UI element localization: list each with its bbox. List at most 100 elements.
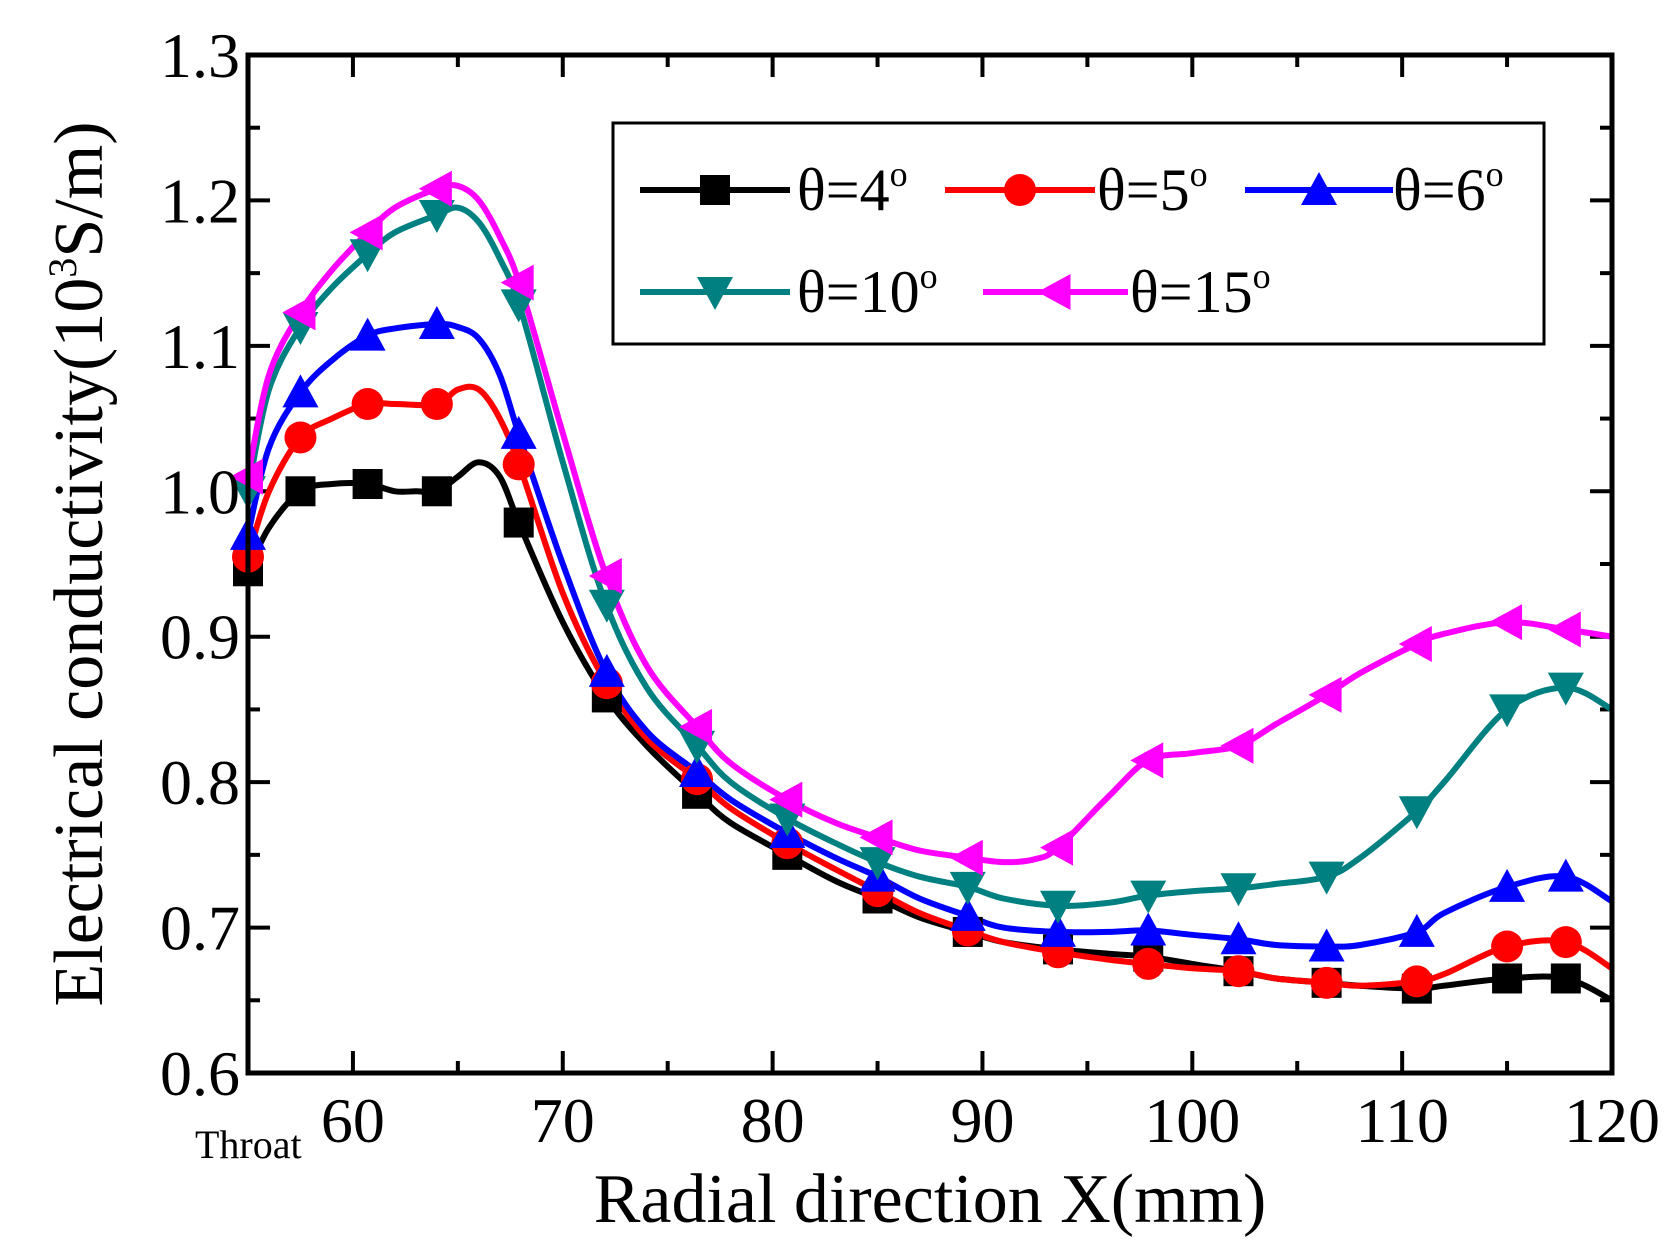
data-point-triangle-up [1040, 913, 1077, 947]
data-point-triangle-left [1040, 829, 1074, 866]
legend-label-text: θ=4 [797, 157, 890, 223]
data-point-triangle-left [679, 708, 713, 745]
data-point-circle [284, 421, 317, 454]
y-tick-label: 1.2 [160, 165, 240, 236]
data-point-triangle-left [1489, 604, 1523, 641]
y-axis-title-exponent: 3 [40, 258, 85, 278]
data-point-square [503, 507, 534, 538]
data-point-triangle-up [1130, 912, 1167, 946]
data-point-triangle-down [500, 289, 537, 323]
legend-marker-circle [1004, 174, 1036, 206]
legend-label-text: θ=5 [1097, 157, 1190, 223]
x-tick-label: 120 [1564, 1085, 1660, 1156]
data-point-triangle-left [418, 170, 452, 207]
x-tick-label: 80 [741, 1085, 805, 1156]
tick-labels: 60 70 80 90 100 110 120 0.6 0.7 0.8 0.9 1.0 1.1 1.2 1.… [160, 20, 1660, 1156]
data-point-triangle-down [1308, 861, 1345, 895]
data-point-triangle-up [1398, 913, 1435, 947]
data-point-triangle-down [859, 847, 896, 881]
data-point-triangle-up [588, 653, 625, 687]
legend-label-degree: o [1253, 256, 1271, 296]
legend-label-degree: o [1486, 154, 1504, 194]
legend-marker-triangle-up [1301, 172, 1337, 205]
legend-label-text: θ=15 [1130, 259, 1253, 325]
legend-label: θ=4o [797, 154, 908, 223]
data-point-triangle-down [418, 199, 455, 233]
data-point-square [421, 476, 452, 507]
legend: θ=4o θ=5o θ=6oθ=10o θ=15o [611, 121, 1546, 346]
data-point-triangle-down [1547, 672, 1584, 706]
data-point-triangle-left [1220, 727, 1254, 764]
legend-label: θ=15o [1130, 256, 1271, 325]
data-point-triangle-left [1308, 676, 1342, 713]
marker-layer [230, 170, 1584, 1004]
x-tick-label: 60 [321, 1085, 385, 1156]
data-point-triangle-left [769, 781, 803, 818]
x-tick-label: 70 [531, 1085, 595, 1156]
data-point-square [285, 476, 316, 507]
data-point-triangle-up [1547, 858, 1584, 892]
y-tick-label: 1.1 [160, 311, 240, 382]
legend-label: θ=10o [797, 256, 938, 325]
data-point-triangle-down [1220, 873, 1257, 907]
data-point-triangle-left [1398, 625, 1432, 662]
data-point-triangle-left [949, 839, 983, 876]
data-point-circle [1310, 966, 1343, 999]
data-point-circle [1549, 926, 1582, 959]
data-point-triangle-down [1398, 796, 1435, 830]
y-tick-label: 0.8 [160, 747, 240, 818]
legend-label: θ=6o [1393, 154, 1504, 223]
legend-marker-square [700, 175, 730, 205]
data-point-triangle-up [679, 753, 716, 787]
data-point-square [1550, 963, 1581, 994]
data-point-triangle-up [418, 306, 455, 340]
data-point-triangle-left [349, 214, 383, 251]
x-tick-label: 100 [1144, 1085, 1240, 1156]
data-point-circle [1400, 965, 1433, 998]
data-point-circle [1491, 930, 1524, 963]
data-point-triangle-up [282, 374, 319, 408]
y-tick-label: 0.7 [160, 893, 240, 964]
data-point-circle [351, 388, 384, 421]
data-point-triangle-left [1547, 611, 1581, 648]
x-annotation-throat: Throat [195, 1122, 302, 1167]
legend-marker-triangle-down [697, 277, 733, 310]
data-point-triangle-up [500, 415, 537, 449]
data-point-triangle-up [1308, 928, 1345, 962]
y-tick-label: 0.6 [160, 1038, 240, 1109]
y-tick-label: 0.9 [160, 602, 240, 673]
y-axis-title-main: Electrical conductivity(10 [41, 278, 118, 1007]
data-point-triangle-left [588, 557, 622, 594]
data-point-triangle-down [588, 589, 625, 623]
data-point-triangle-left [500, 264, 534, 301]
data-point-triangle-up [1220, 921, 1257, 955]
x-tick-label: 90 [950, 1085, 1014, 1156]
y-tick-label: 1.3 [160, 20, 240, 91]
legend-label-degree: o [890, 154, 908, 194]
data-point-triangle-left [282, 294, 316, 331]
y-tick-label: 1.0 [160, 456, 240, 527]
legend-label-degree: o [920, 256, 938, 296]
legend-marker-triangle-left [1037, 274, 1071, 310]
y-axis-title: Electrical conductivity(103S/m) [40, 121, 118, 1006]
data-point-square [352, 469, 383, 500]
data-point-circle [420, 388, 453, 421]
y-axis-title-unit: S/m) [41, 121, 118, 257]
data-point-triangle-down [349, 239, 386, 273]
x-axis-title: Radial direction X(mm) [594, 1161, 1267, 1238]
data-point-triangle-down [1130, 880, 1167, 914]
legend-label-degree: o [1190, 154, 1208, 194]
data-point-triangle-up [1489, 868, 1526, 902]
data-point-triangle-left [859, 819, 893, 856]
data-point-triangle-down [949, 871, 986, 905]
legend-box [611, 121, 1546, 346]
legend-label-text: θ=6 [1393, 157, 1486, 223]
data-point-triangle-left [1130, 742, 1164, 779]
data-point-square [1492, 963, 1523, 994]
legend-label: θ=5o [1097, 154, 1208, 223]
data-point-triangle-up [349, 317, 386, 351]
data-point-triangle-up [949, 897, 986, 931]
series-line-1 [248, 383, 1612, 989]
data-point-circle [502, 448, 535, 481]
